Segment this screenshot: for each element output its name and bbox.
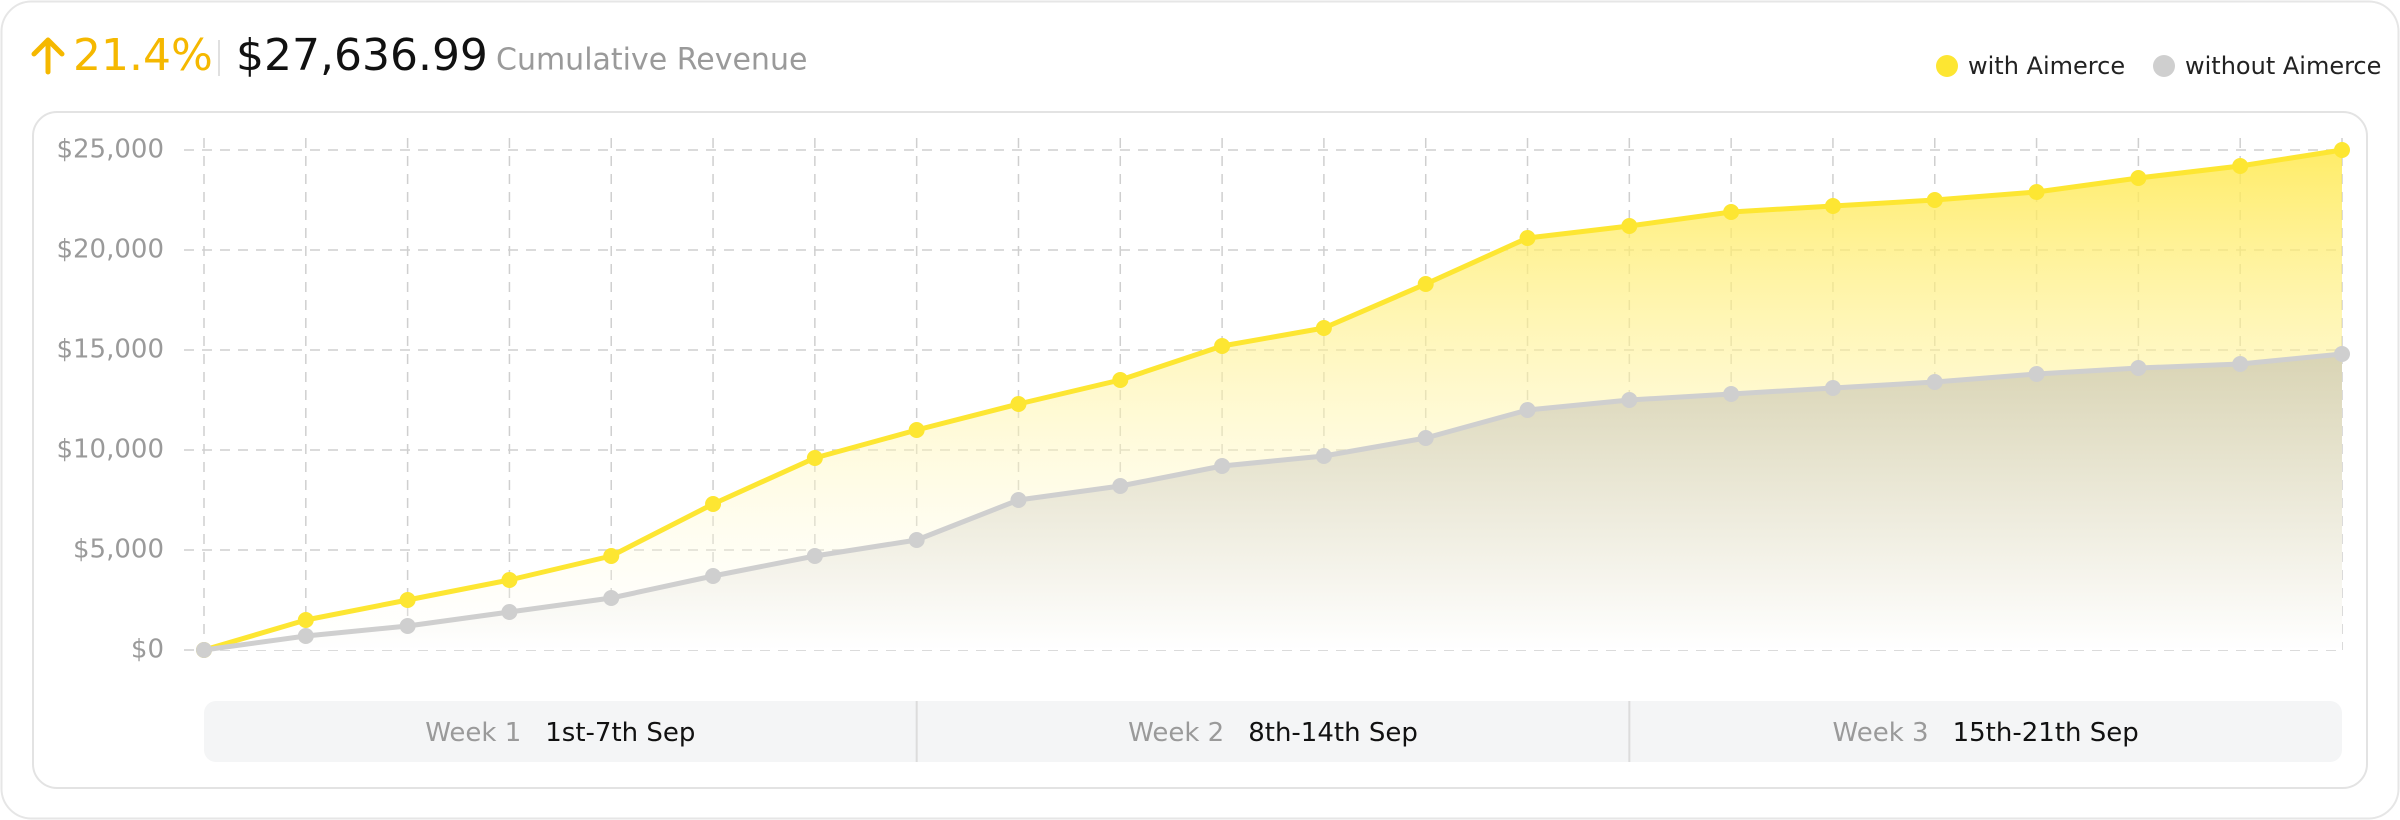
week-range: 8th-14th Sep <box>1248 718 1418 748</box>
data-point <box>1723 386 1740 402</box>
data-point <box>908 422 925 438</box>
data-point <box>2334 142 2350 158</box>
week-label: Week 1 1st-7th Sep <box>425 718 695 748</box>
data-point <box>2334 346 2350 362</box>
week-name: Week 2 <box>1128 718 1224 748</box>
data-point <box>1926 192 1943 208</box>
y-tick-label: $25,000 <box>56 135 164 165</box>
data-point <box>1315 320 1332 336</box>
legend-swatch <box>2153 55 2175 77</box>
data-point <box>1214 458 1231 474</box>
week-range: 15th-21th Sep <box>1953 718 2139 748</box>
data-point <box>1315 448 1332 464</box>
y-tick-label: $0 <box>131 635 164 665</box>
data-point <box>1112 372 1129 388</box>
week-label: Week 3 15th-21th Sep <box>1833 718 2139 748</box>
data-point <box>1214 338 1231 354</box>
y-tick-label: $20,000 <box>56 235 164 265</box>
week-bar <box>204 701 2342 762</box>
data-point <box>1621 392 1638 408</box>
y-tick-label: $15,000 <box>56 335 164 365</box>
data-point <box>2130 170 2147 186</box>
data-point <box>1519 402 1536 418</box>
data-point <box>603 548 620 564</box>
data-point <box>2232 356 2249 372</box>
data-point <box>297 628 314 644</box>
y-tick-label: $10,000 <box>56 435 164 465</box>
data-point <box>196 642 212 658</box>
week-name: Week 1 <box>425 718 521 748</box>
area-fill <box>204 354 2342 650</box>
data-point <box>603 590 620 606</box>
data-point <box>1112 478 1129 494</box>
data-point <box>705 568 722 584</box>
total-value: $27,636.99 <box>236 30 488 81</box>
week-name: Week 3 <box>1833 718 1929 748</box>
legend-label: with Aimerce <box>1968 52 2125 80</box>
data-point <box>806 548 823 564</box>
y-tick-label: $5,000 <box>73 535 164 565</box>
data-point <box>399 592 416 608</box>
data-point <box>1926 374 1943 390</box>
data-point <box>1824 380 1841 396</box>
up-arrow <box>31 37 65 75</box>
data-point <box>501 572 518 588</box>
data-point <box>1010 492 1027 508</box>
header-label: Cumulative Revenue <box>496 43 807 78</box>
legend-swatch <box>1936 55 1958 77</box>
data-point <box>2232 158 2249 174</box>
data-point <box>1723 204 1740 220</box>
data-point <box>908 532 925 548</box>
data-point <box>2028 366 2045 382</box>
legend-label: without Aimerce <box>2185 52 2381 80</box>
series-line <box>203 351 2343 653</box>
data-point <box>1824 198 1841 214</box>
data-point <box>1417 430 1434 446</box>
data-point <box>806 450 823 466</box>
data-point <box>705 496 722 512</box>
change-value: 21.4% <box>73 30 213 81</box>
data-point <box>2130 360 2147 376</box>
data-point <box>1519 230 1536 246</box>
data-point <box>501 604 518 620</box>
data-point <box>399 618 416 634</box>
week-label: Week 2 8th-14th Sep <box>1128 718 1418 748</box>
data-point <box>1417 276 1434 292</box>
data-point <box>1621 218 1638 234</box>
week-range: 1st-7th Sep <box>545 718 695 748</box>
data-point <box>1010 396 1027 412</box>
series-line <box>203 147 2343 653</box>
data-point <box>2028 184 2045 200</box>
data-point <box>297 612 314 628</box>
